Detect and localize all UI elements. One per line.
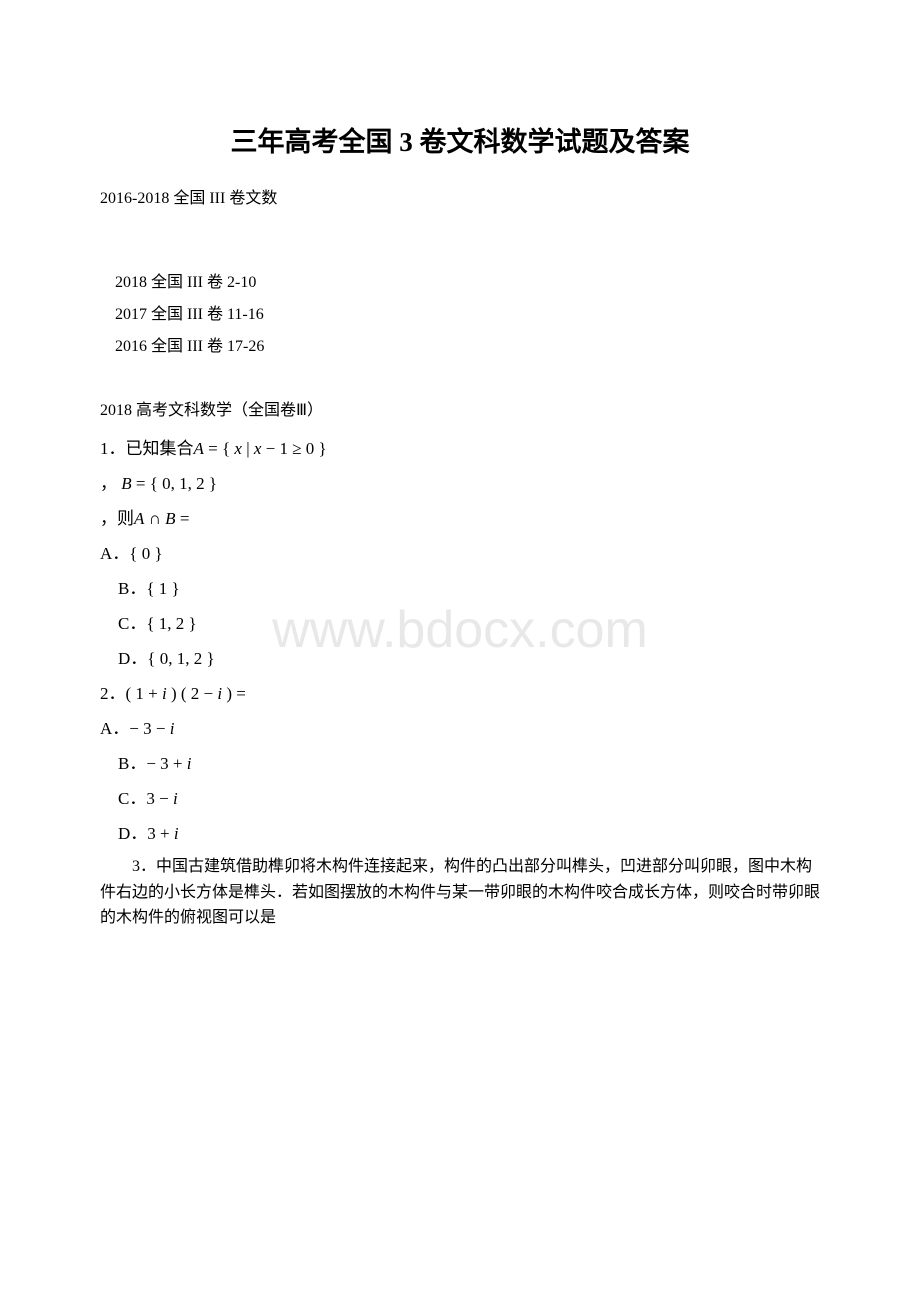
q1-optC-math: { 1, 2 }	[146, 614, 196, 633]
q1-optA-label: A．	[100, 544, 129, 563]
q1-optD-math: { 0, 1, 2 }	[147, 649, 214, 668]
q1-optC-label: C．	[118, 614, 146, 633]
q1-optA-math: { 0 }	[129, 544, 162, 563]
subtitle: 2016-2018 全国 III 卷文数	[100, 184, 820, 208]
toc-line-3: 2016 全国 III 卷 17-26	[115, 332, 820, 356]
q1-stem-prefix: 1．已知集合	[100, 439, 194, 458]
q2-optA-label: A．	[100, 719, 129, 738]
toc-line-2: 2017 全国 III 卷 11-16	[115, 300, 820, 324]
q2-optD-label: D．	[118, 824, 147, 843]
toc-block: 2018 全国 III 卷 2-10 2017 全国 III 卷 11-16 2…	[100, 268, 820, 356]
q3-text: 3．中国古建筑借助榫卯将木构件连接起来，构件的凸出部分叫榫头，凹进部分叫卯眼，图…	[100, 854, 820, 931]
q2-stem: 2．( 1 + i ) ( 2 − i ) =	[100, 679, 820, 704]
page-title: 三年高考全国 3 卷文科数学试题及答案	[100, 120, 820, 159]
q1-line3-prefix: ，则	[100, 509, 134, 528]
q1-optB-label: B．	[118, 579, 146, 598]
q2-stem-prefix: 2．	[100, 684, 126, 703]
q2-option-d: D．3 + i	[118, 819, 820, 844]
q2-optC-label: C．	[118, 789, 146, 808]
q1-optD-label: D．	[118, 649, 147, 668]
toc-line-1: 2018 全国 III 卷 2-10	[115, 268, 820, 292]
q1-line2-prefix: ，	[100, 474, 117, 493]
q1-stem-math1: A	[194, 439, 204, 458]
q1-stem-line1: 1．已知集合A = { x | x − 1 ≥ 0 }	[100, 434, 820, 459]
q1-option-d: D．{ 0, 1, 2 }	[118, 644, 820, 669]
q2-optB-label: B．	[118, 754, 146, 773]
q1-optB-math: { 1 }	[146, 579, 179, 598]
section-header: 2018 高考文科数学（全国卷Ⅲ）	[100, 396, 820, 420]
q1-stem-line2: ， B = { 0, 1, 2 }	[100, 469, 820, 494]
q1-stem-line3: ，则A ∩ B =	[100, 504, 820, 529]
q2-option-a: A．− 3 − i	[100, 714, 820, 739]
q1-option-c: C．{ 1, 2 }	[118, 609, 820, 634]
q1-option-b: B．{ 1 }	[118, 574, 820, 599]
q2-option-b: B．− 3 + i	[118, 749, 820, 774]
q1-option-a: A．{ 0 }	[100, 539, 820, 564]
q2-option-c: C．3 − i	[118, 784, 820, 809]
